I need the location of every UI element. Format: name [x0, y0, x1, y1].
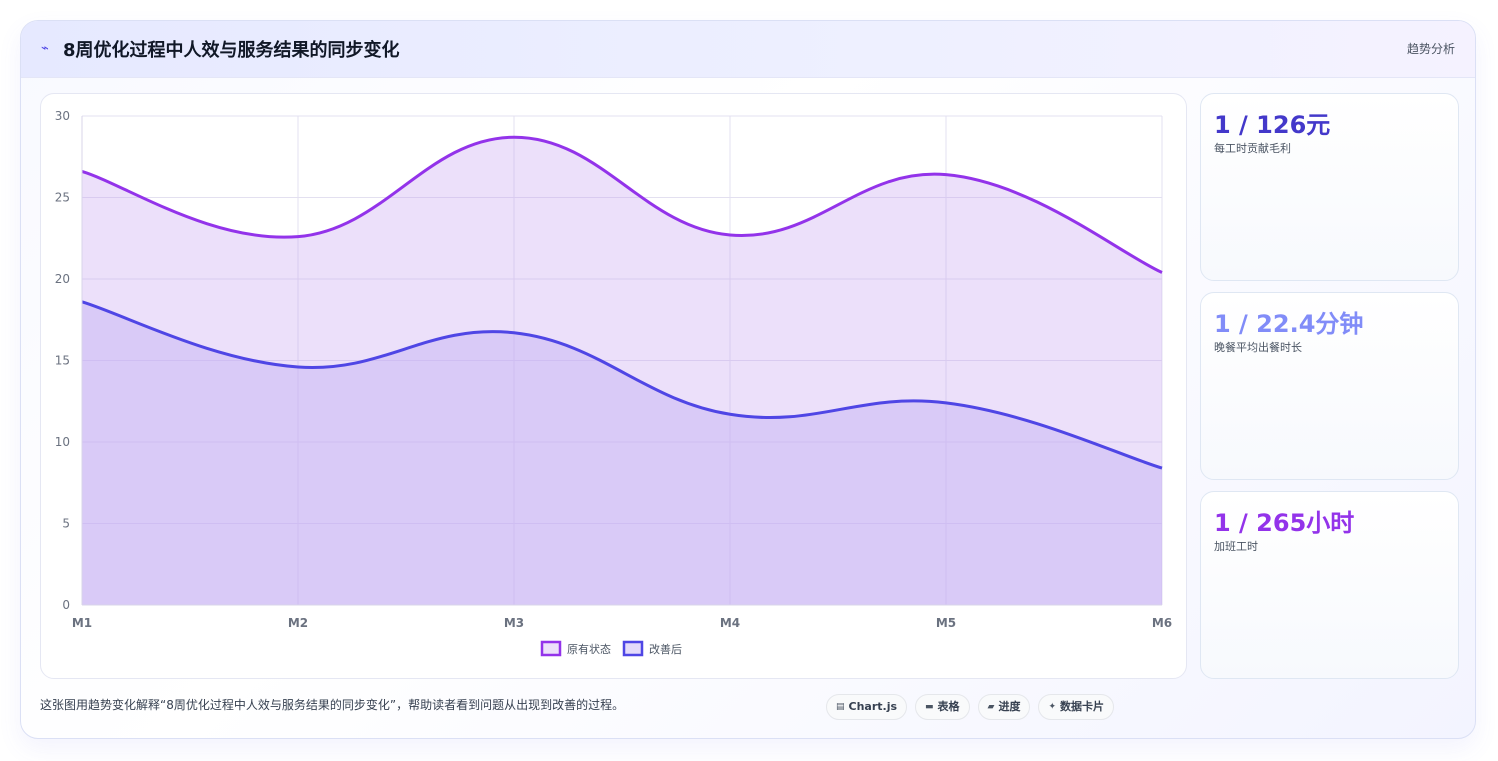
- stat-value-profit: 1 / 126元: [1214, 111, 1331, 139]
- y-tick-label: 10: [55, 435, 70, 449]
- y-tick-label: 20: [55, 272, 70, 286]
- legend-label-1: 原有状态: [567, 642, 611, 656]
- chip-data-card[interactable]: ✦ 数据卡片: [1038, 694, 1115, 720]
- y-tick-label: 25: [55, 191, 70, 205]
- x-tick-label: M6: [1152, 616, 1172, 630]
- y-tick-label: 0: [62, 598, 70, 612]
- legend-label-2: 改善后: [649, 642, 682, 656]
- stat-label-profit: 每工时贡献毛利: [1214, 142, 1291, 155]
- stat-card-serve-time: 1 / 22.4分钟 晚餐平均出餐时长: [1200, 292, 1459, 480]
- y-tick-label: 5: [62, 517, 70, 531]
- chart-icon: ▤: [836, 702, 845, 712]
- stat-value-overtime: 1 / 265小时: [1214, 509, 1355, 537]
- x-tick-label: M5: [936, 616, 956, 630]
- stat-label-serve-time: 晚餐平均出餐时长: [1214, 341, 1302, 354]
- x-tick-label: M3: [504, 616, 524, 630]
- series-area-2: [82, 301, 1162, 605]
- x-tick-label: M2: [288, 616, 308, 630]
- stat-card-profit: 1 / 126元 每工时贡献毛利: [1200, 93, 1459, 281]
- chart-card: ⌁ 8周优化过程中人效与服务结果的同步变化 趋势分析 0 5 10 15 20 25 30 M…: [20, 20, 1476, 739]
- chart-description: 这张图用趋势变化解释“8周优化过程中人效与服务结果的同步变化”，帮助读者看到问题…: [40, 698, 625, 712]
- chip-label: Chart.js: [848, 700, 898, 713]
- tech-chips: ▤ Chart.js ▬ 表格 ▰ 进度 ✦ 数据卡片: [826, 694, 1115, 720]
- stat-card-overtime: 1 / 265小时 加班工时: [1200, 491, 1459, 679]
- area-chart: 0 5 10 15 20 25 30 M1 M2 M3 M4 M5 M6 原有状态 改善后: [55, 109, 1172, 657]
- y-tick-label: 15: [55, 354, 70, 368]
- chip-chartjs[interactable]: ▤ Chart.js: [826, 694, 908, 720]
- legend-swatch-1: [540, 640, 562, 657]
- card-header: ⌁ 8周优化过程中人效与服务结果的同步变化 趋势分析: [21, 21, 1475, 78]
- stat-label-overtime: 加班工时: [1214, 540, 1258, 553]
- series-line-2: [81, 300, 1163, 470]
- card-icon: ✦: [1048, 702, 1057, 712]
- series-line-1: [81, 135, 1163, 274]
- legend-swatch-2: [622, 640, 644, 657]
- trend-line-icon: ⌁: [41, 41, 49, 56]
- y-tick-label: 30: [55, 109, 70, 123]
- chip-label: 进度: [998, 700, 1021, 713]
- chip-progress[interactable]: ▰ 进度: [977, 694, 1031, 720]
- trend-analysis-tag[interactable]: 趋势分析: [1406, 42, 1455, 56]
- chart-title: 8周优化过程中人效与服务结果的同步变化: [63, 40, 400, 61]
- stat-value-serve-time: 1 / 22.4分钟: [1214, 310, 1364, 338]
- chart-panel: 0 5 10 15 20 25 30 M1 M2 M3 M4 M5 M6 原有状态 改善后: [40, 93, 1187, 679]
- x-tick-label: M4: [720, 616, 740, 630]
- x-tick-label: M1: [72, 616, 92, 630]
- chip-label: 数据卡片: [1060, 700, 1105, 713]
- progress-icon: ▰: [987, 702, 995, 712]
- chip-table[interactable]: ▬ 表格: [915, 694, 970, 720]
- chip-label: 表格: [937, 700, 960, 713]
- table-icon: ▬: [925, 702, 934, 712]
